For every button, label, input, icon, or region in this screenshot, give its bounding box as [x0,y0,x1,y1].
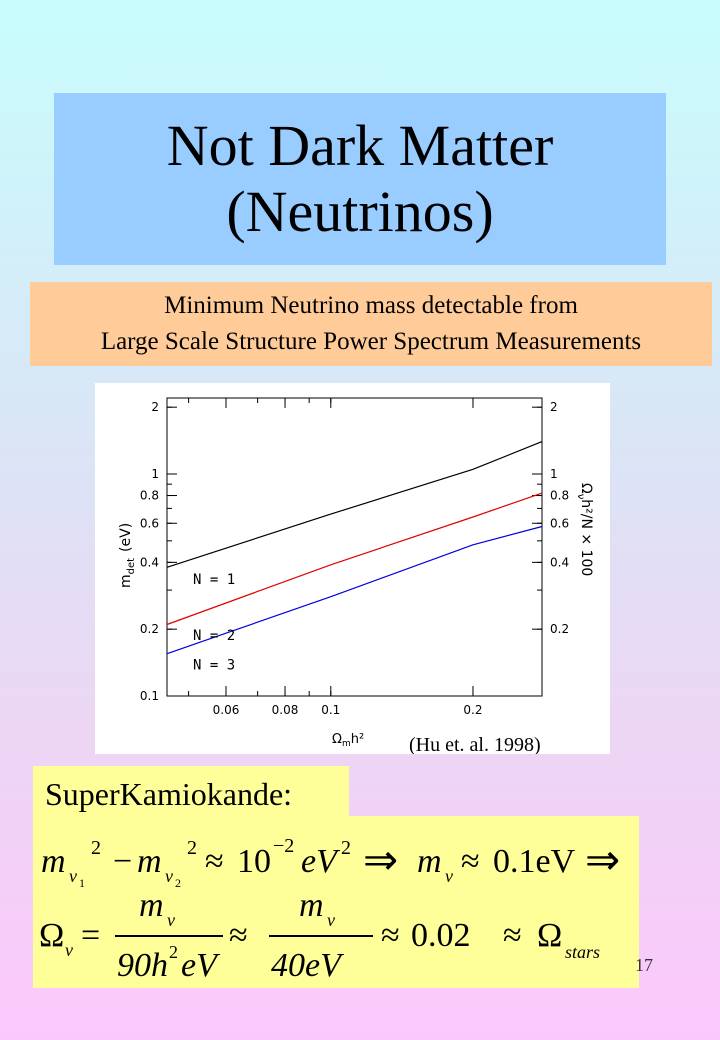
svg-text:Ω: Ω [537,917,562,954]
neutrino-mass-plot: 0.06 0.08 0.1 0.2 2 1 0.8 0.6 0.4 0.2 0.1 2 1 0.8 0.6 0… [95,383,610,754]
svg-text:Ω: Ω [39,917,64,954]
svg-text:eV: eV [301,843,341,880]
svg-text:ν: ν [167,910,175,930]
svg-text:m: m [417,843,442,880]
y-tick-label-right: 2 [550,400,558,414]
y-tick-label-left: 2 [151,400,159,414]
svg-text:m: m [137,843,162,880]
svg-text:≈: ≈ [205,843,224,880]
title-box: Not Dark Matter (Neutrinos) [54,93,666,265]
svg-text:m: m [299,887,324,924]
y-tick-label-left: 0.6 [140,516,159,530]
svg-text:⇒: ⇒ [585,838,620,884]
svg-text:m: m [41,843,66,880]
svg-text:eV: eV [181,947,221,984]
svg-text:ν: ν [165,866,173,886]
title-line-1: Not Dark Matter [166,113,554,178]
svg-text:90h: 90h [117,947,168,984]
y-axis-label-left: mdet(eV) [118,523,137,588]
y-tick-label-right: 1 [550,467,558,481]
y-tick-label-left: 0.4 [140,555,159,569]
y-axis-label-right: Ωνh²/N × 100 [575,483,594,576]
series-line-1 [166,441,543,568]
citation: (Hu et. al. 1998) [409,734,541,754]
svg-text:−: − [113,843,132,880]
svg-text:2: 2 [91,837,101,859]
y-tick-label-left: 0.8 [140,489,159,503]
subtitle-line-1: Minimum Neutrino mass detectable from [164,292,578,319]
svg-text:⇒: ⇒ [363,838,398,884]
svg-text:2: 2 [169,942,178,962]
y-tick-label-right: 0.6 [550,516,569,530]
series-line-3 [166,525,543,655]
y-tick-label-left: 0.2 [140,622,159,636]
series-label-3: N = 3 [193,658,235,674]
svg-text:m: m [139,887,164,924]
x-axis-label: Ωmh² [332,732,364,749]
svg-text:40eV: 40eV [271,947,345,984]
y-tick-label-right: 0.2 [550,622,569,636]
y-tick-label-left: 0.1 [140,689,159,703]
svg-text:stars: stars [565,942,600,962]
svg-text:≈: ≈ [503,917,522,954]
plot-canvas: 0.06 0.08 0.1 0.2 2 1 0.8 0.6 0.4 0.2 0.1 2 1 0.8 0.6 0… [118,397,594,754]
svg-text:ν: ν [327,910,335,930]
equation-2: Ω ν = m ν 90h 2 eV ≈ m ν 40eV ≈ 0.02 ≈ Ω… [39,887,600,984]
y-tick-label-right: 0.8 [550,489,569,503]
svg-text:10: 10 [237,843,271,880]
subtitle-box: Minimum Neutrino mass detectable from La… [30,282,712,366]
svg-text:2: 2 [187,837,197,859]
y-tick-label-right: 0.4 [550,555,569,569]
svg-text:≈: ≈ [381,917,400,954]
x-tick-label: 0.1 [321,703,340,717]
equation-1: m ν 1 2 − m ν 2 2 ≈ 10 −2 eV 2 ⇒ m ν ≈ 0… [41,835,620,890]
svg-text:ν: ν [445,866,453,886]
title-line-2: (Neutrinos) [226,179,494,244]
subtitle-line-2: Large Scale Structure Power Spectrum Mea… [100,328,642,355]
svg-text:1: 1 [79,876,85,890]
series-line-2 [166,492,543,626]
equations-canvas: m ν 1 2 − m ν 2 2 ≈ 10 −2 eV 2 ⇒ m ν ≈ 0… [39,835,620,984]
svg-text:−2: −2 [273,835,294,857]
svg-text:ν: ν [69,866,77,886]
plot-frame [166,397,543,697]
svg-text:ν: ν [65,940,73,960]
svg-text:0.02: 0.02 [411,917,471,954]
svg-text:2: 2 [341,837,351,859]
superkamiokande-label: SuperKamiokande: [33,766,349,822]
svg-text:≈: ≈ [229,917,248,954]
svg-text:=: = [81,917,100,954]
x-tick-label: 0.08 [272,703,299,717]
svg-text:≈: ≈ [461,843,480,880]
series-label-1: N = 1 [193,572,235,588]
x-tick-label: 0.2 [463,703,482,717]
page-number: 17 [635,955,653,975]
series-label-2: N = 2 [193,628,235,644]
x-tick-label: 0.06 [213,703,240,717]
y-tick-label-left: 1 [151,467,159,481]
equation-box: m ν 1 2 − m ν 2 2 ≈ 10 −2 eV 2 ⇒ m ν ≈ 0… [33,816,639,988]
svg-text:2: 2 [175,876,181,890]
svg-text:0.1eV: 0.1eV [493,843,576,880]
